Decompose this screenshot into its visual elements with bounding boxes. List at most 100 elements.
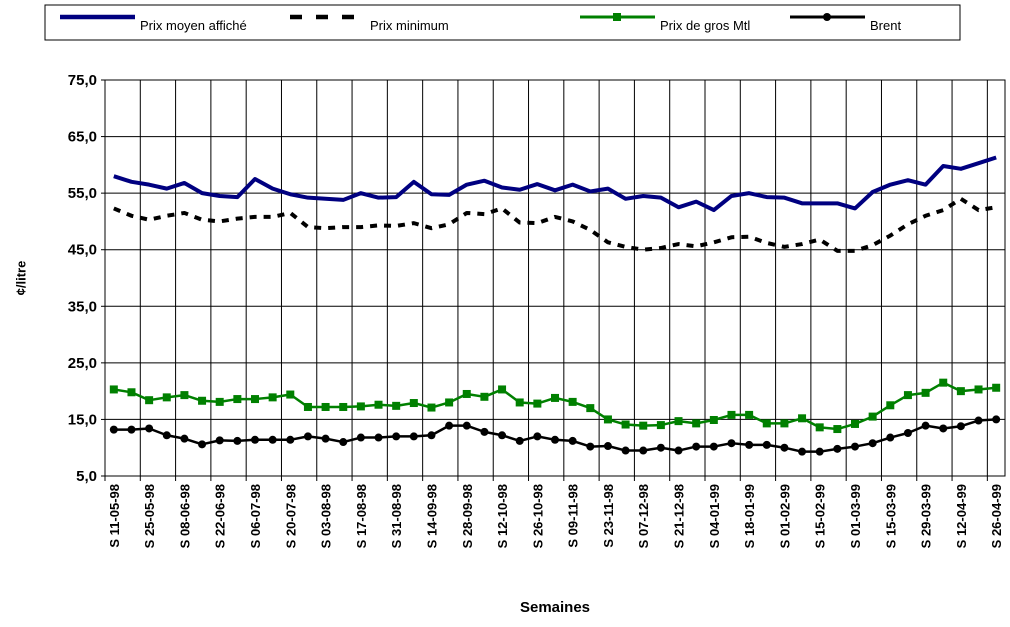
point-marker [851,442,859,451]
series [113,155,997,213]
x-tick-label: S 26-10-98 [530,484,545,548]
point-marker [427,403,436,412]
point-marker [356,433,365,442]
x-tick-label: S 18-01-99 [742,484,757,548]
point-marker [815,447,824,456]
point-marker [674,446,683,455]
point-marker [639,446,648,455]
x-tick-label: S 17-08-98 [354,484,369,548]
point-marker [586,404,595,413]
point-marker [798,447,807,456]
y-tick-label: 75,0 [68,72,97,89]
point-marker [921,421,930,430]
x-tick-label: S 01-02-99 [777,484,792,548]
point-marker [374,433,383,442]
point-marker [498,385,507,394]
point-marker [727,439,736,448]
point-marker [921,388,930,397]
point-marker [462,389,471,398]
point-marker [656,443,665,452]
point-marker [851,419,859,428]
point-marker [656,421,665,430]
legend-label: Prix minimum [370,18,449,33]
point-marker [198,396,207,405]
legend-label: Prix de gros Mtl [660,18,750,33]
point-marker [868,439,877,448]
x-tick-label: S 22-06-98 [213,484,228,548]
point-marker [833,444,842,453]
point-marker [603,442,612,451]
point-marker [992,415,1001,424]
x-tick-label: S 08-06-98 [177,484,192,548]
point-marker [127,425,136,434]
point-marker [992,383,1001,392]
point-marker [321,402,330,411]
point-marker [709,415,718,424]
x-tick-label: S 15-02-99 [813,484,828,548]
x-tick-label: S 28-09-98 [460,484,475,548]
point-marker [639,421,648,430]
point-marker [109,425,118,434]
legend-marker [823,13,831,21]
point-marker [251,395,259,404]
point-marker [109,385,118,394]
x-tick-label: S 31-08-98 [389,484,404,548]
point-marker [939,378,948,387]
point-marker [198,440,207,449]
point-marker [727,410,736,419]
point-marker [462,421,471,430]
point-marker [233,436,242,445]
x-tick-label: S 01-03-99 [848,484,863,548]
y-tick-label: 5,0 [76,468,97,485]
point-marker [745,440,754,449]
point-marker [621,420,630,429]
x-tick-label: S 25-05-98 [142,484,157,548]
y-tick-label: 25,0 [68,355,97,372]
point-marker [956,387,965,396]
point-marker [251,435,259,444]
legend-label: Brent [870,18,901,33]
y-tick-label: 65,0 [68,129,97,146]
point-marker [409,399,418,408]
point-marker [692,419,701,428]
series-line [113,196,997,253]
point-marker [903,429,912,438]
point-marker [180,434,189,443]
x-tick-label: S 20-07-98 [283,484,298,548]
y-tick-label: 45,0 [68,242,97,259]
point-marker [498,431,507,440]
point-marker [409,432,418,441]
point-marker [868,412,877,421]
point-marker [339,402,348,411]
point-marker [551,393,559,402]
x-tick-label: S 09-11-98 [566,484,581,548]
point-marker [956,422,965,431]
point-marker [445,398,454,407]
point-marker [568,436,577,445]
point-marker [568,397,577,406]
point-marker [780,419,789,428]
point-marker [127,388,136,397]
x-tick-label: S 21-12-98 [672,484,687,548]
series [113,196,997,253]
point-marker [603,415,612,424]
x-tick-label: S 26-04-99 [989,484,1004,548]
x-tick-label: S 15-03-99 [883,484,898,548]
point-marker [515,398,524,407]
point-marker [233,395,242,404]
point-marker [339,438,348,447]
point-marker [480,392,489,401]
point-marker [356,402,365,411]
x-tick-label: S 29-03-99 [919,484,934,548]
x-tick-label: S 12-04-99 [954,484,969,548]
y-tick-label: 55,0 [68,185,97,202]
point-marker [145,396,154,405]
point-marker [268,393,277,402]
x-tick-label: S 04-01-99 [707,484,722,548]
point-marker [162,393,171,402]
point-marker [692,442,701,451]
point-marker [780,443,789,452]
point-marker [321,434,330,443]
point-marker [303,432,312,441]
